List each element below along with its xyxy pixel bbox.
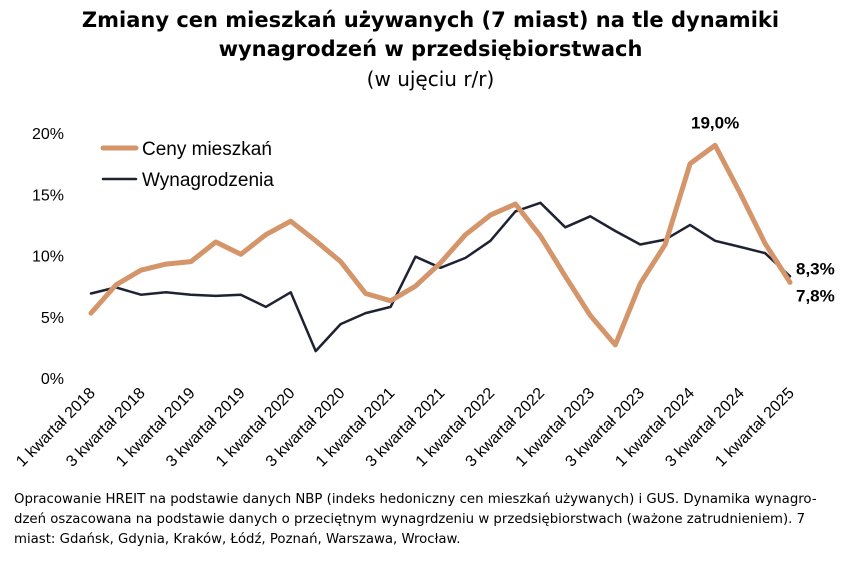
source-footnote: Opracowanie HREIT na podstawie danych NB… <box>14 492 817 547</box>
legend-label: Ceny mieszkań <box>142 139 272 160</box>
y-tick-label: 20% <box>32 126 64 143</box>
y-tick-label: 5% <box>41 310 64 327</box>
series-line-wynagrodzenia <box>89 201 792 353</box>
data-label: 19,0% <box>691 113 739 132</box>
y-tick-label: 10% <box>32 249 64 266</box>
series-line-ceny-mieszkan <box>88 142 793 348</box>
y-tick-label: 0% <box>41 371 64 388</box>
data-label: 8,3% <box>796 259 835 278</box>
annotations: 19,0% 8,3% 7,8% <box>691 113 835 305</box>
y-axis: 0% 5% 10% 15% 20% <box>32 126 64 388</box>
legend: Ceny mieszkań Wynagrodzenia <box>100 139 274 191</box>
chart-subtitle: (w ujęciu r/r) <box>366 67 495 91</box>
y-tick-label: 15% <box>32 187 64 204</box>
legend-label: Wynagrodzenia <box>142 170 274 191</box>
data-label: 7,8% <box>796 286 835 305</box>
series-lines <box>88 142 793 353</box>
chart-title: Zmiany cen mieszkań używanych (7 miast) … <box>81 8 780 61</box>
